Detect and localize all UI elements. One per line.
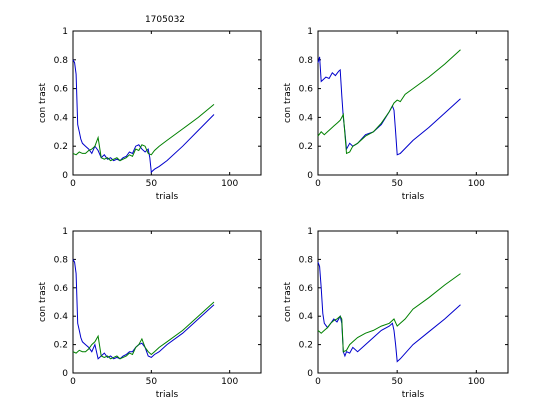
y-tick-label: 0.4 [54, 312, 69, 322]
x-axis-label: trials [402, 192, 425, 202]
x-tick-label: 100 [221, 179, 238, 189]
y-tick-label: 0.6 [54, 85, 69, 95]
y-tick-label: 0.4 [299, 312, 314, 322]
subplot-top-left: 0 50 100 0 0.2 0.4 0.6 0.8 1 trials con trast [38, 27, 262, 202]
series-green-line [317, 49, 461, 155]
x-tick-label: 50 [146, 179, 158, 189]
subplot-bottom-left: 0 50 100 0 0.2 0.4 0.6 0.8 1 trials con trast [38, 227, 262, 400]
y-axis-label: con trast [283, 282, 293, 322]
x-tick-label: 100 [468, 179, 485, 189]
y-tick-label: 0.2 [299, 142, 313, 152]
y-tick-label: 1 [62, 27, 68, 37]
subplot-bottom-right: 0 50 100 0 0.2 0.4 0.6 0.8 1 trials con trast [283, 227, 509, 400]
axes-box [72, 30, 262, 176]
x-axis-label: trials [402, 390, 425, 400]
series-green-line [72, 104, 215, 162]
x-tick-label: 50 [391, 377, 403, 387]
series-blue-line [317, 56, 461, 156]
y-tick-label: 0.8 [54, 255, 69, 265]
x-tick-label: 0 [70, 377, 76, 387]
y-axis-label: con trast [38, 83, 48, 123]
y-axis-label: con trast [38, 282, 48, 322]
y-tick-label: 1 [307, 27, 313, 37]
x-tick-label: 0 [70, 179, 76, 189]
series-blue-line [72, 59, 215, 174]
y-tick-label: 1 [62, 227, 68, 237]
y-tick-label: 0.2 [54, 341, 68, 351]
y-tick-label: 0.6 [299, 85, 314, 95]
y-tick-label: 0.6 [299, 284, 314, 294]
y-tick-label: 0.4 [54, 113, 69, 123]
axes-box [72, 230, 262, 374]
y-tick-label: 0.6 [54, 284, 69, 294]
x-tick-label: 50 [391, 179, 403, 189]
y-tick-label: 0.2 [54, 142, 68, 152]
y-tick-label: 0 [62, 369, 68, 379]
axes-box [317, 30, 509, 176]
y-tick-label: 0 [307, 171, 313, 181]
y-tick-label: 1 [307, 227, 313, 237]
y-tick-label: 0.8 [299, 56, 314, 66]
x-tick-label: 50 [146, 377, 158, 387]
y-tick-label: 0.8 [299, 255, 314, 265]
figure-title: 1705032 [145, 15, 185, 25]
series-green-line [72, 301, 215, 360]
y-tick-label: 0.8 [54, 56, 69, 66]
x-tick-label: 100 [221, 377, 238, 387]
axes-box [317, 230, 509, 374]
x-axis-label: trials [156, 192, 179, 202]
subplot-top-right: 0 50 100 0 0.2 0.4 0.6 0.8 1 trials con trast [283, 27, 509, 202]
series-blue-line [72, 259, 215, 360]
y-tick-label: 0 [307, 369, 313, 379]
x-tick-label: 0 [315, 179, 321, 189]
series-blue-line [317, 262, 461, 363]
y-tick-label: 0 [62, 171, 68, 181]
series-green-line [317, 273, 461, 353]
x-tick-label: 100 [468, 377, 485, 387]
x-tick-label: 0 [315, 377, 321, 387]
x-axis-label: trials [156, 390, 179, 400]
y-tick-label: 0.4 [299, 113, 314, 123]
y-tick-label: 0.2 [299, 341, 313, 351]
y-axis-label: con trast [283, 83, 293, 123]
